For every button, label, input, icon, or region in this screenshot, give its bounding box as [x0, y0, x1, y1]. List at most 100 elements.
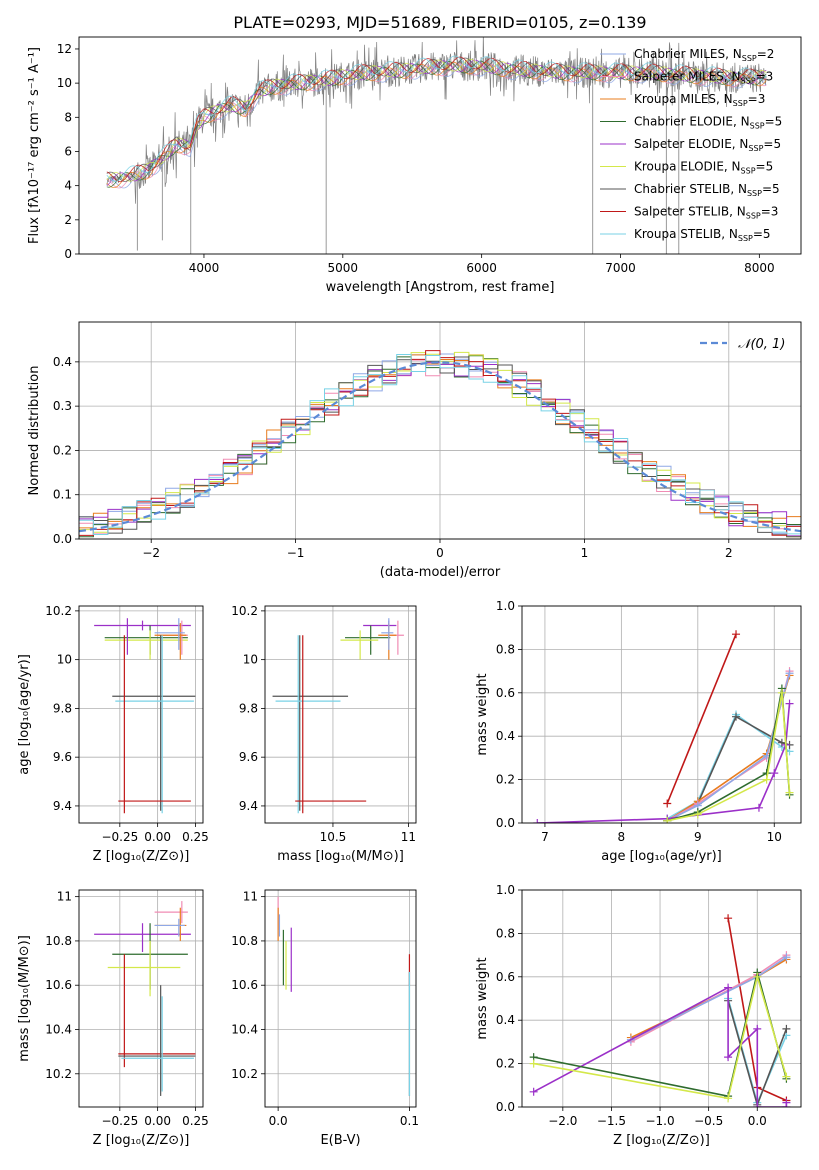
y-tick-label: 0.1: [53, 488, 72, 502]
x-tick-label: 4000: [189, 261, 220, 275]
axes-age_vs_Z: −0.25 0.00 0.25 9.4 9.6 9.8 10 10.2 Z [log₁₀(Z/Z…: [17, 604, 209, 864]
x-tick-label: 0.25: [182, 830, 209, 844]
plot-area-weight_vs_age: [533, 630, 794, 823]
x-tick-label: −1.5: [597, 1114, 626, 1128]
y-tick-label: 0.6: [496, 686, 515, 700]
x-tick-label: −1.0: [645, 1114, 674, 1128]
y-tick-label: 0.0: [53, 532, 72, 546]
plot-area-mass_vs_Z: [94, 901, 196, 1096]
y-tick-label: 9.4: [239, 799, 258, 813]
axes-weight_vs_age: 7 8 9 10 0.0 0.2 0.4 0.6 0.8 1.0 age [log₁₀(age/yr…: [475, 599, 802, 864]
y-tick-label: 0.8: [496, 642, 515, 656]
y-tick-label: 0.0: [496, 816, 515, 830]
y-tick-label: 10.2: [231, 1067, 258, 1081]
y-tick-label: 8: [64, 110, 72, 124]
legend-label: Salpeter STELIB, NSSP=3: [634, 205, 778, 221]
y-tick-label: 10.4: [231, 1023, 258, 1037]
weight-marker: [785, 669, 794, 678]
y-tick-label: 2: [64, 213, 72, 227]
axes-frame: [264, 889, 417, 1108]
y-tick-label: 0.2: [53, 443, 72, 457]
x-tick-label: 8: [618, 830, 626, 844]
gaussian-curve: [79, 361, 801, 533]
weight-marker: [753, 1103, 762, 1107]
weight-marker: [529, 1087, 538, 1096]
y-tick-label: 0.2: [496, 773, 515, 787]
weight-marker: [782, 1098, 791, 1107]
weight-marker: [753, 972, 762, 981]
weight-marker: [724, 1053, 733, 1062]
axes-frame: [78, 36, 802, 255]
weight-marker: [785, 788, 794, 797]
x-tick-label: 0: [436, 546, 444, 560]
weight-marker: [732, 630, 741, 639]
x-axis-label: mass [log₁₀(M/M⊙)]: [277, 849, 404, 864]
axes-frame: [78, 605, 204, 824]
plot-area-mass_vs_ebv: [277, 896, 411, 1096]
model-spectrum-8: [106, 55, 767, 182]
y-tick-label: 9.6: [53, 750, 72, 764]
x-axis-label: Z [log₁₀(Z/Z⊙)]: [93, 1133, 190, 1148]
x-tick-label: 10.5: [320, 830, 347, 844]
y-tick-label: 11: [57, 890, 72, 904]
weight-marker: [724, 1094, 733, 1103]
weight-marker: [533, 819, 542, 823]
x-axis-label: wavelength [Angstrom, rest frame]: [326, 280, 555, 295]
plot-area-age_vs_mass: [272, 618, 404, 814]
weight-marker: [785, 699, 794, 708]
axes-weight_vs_Z: −2.0 −1.5 −1.0 −0.5 0.0 0.0 0.2 0.4 0.6 0.8 1.0 Z […: [475, 883, 802, 1148]
x-axis-label: Z [log₁₀(Z/Z⊙)]: [93, 849, 190, 864]
y-axis-label: age [log₁₀(age/yr)]: [17, 654, 32, 775]
axes-residual_hist: −2 −1 0 1 2 0.0 0.1 0.2 0.3 0.4 (data-model)/error…: [27, 321, 802, 580]
y-tick-label: 10.8: [45, 934, 72, 948]
weight-line-6: [537, 703, 791, 823]
weight-marker: [753, 1024, 762, 1033]
y-tick-label: 10.2: [45, 604, 72, 618]
x-tick-label: 0.25: [182, 1114, 209, 1128]
axes-frame: [521, 605, 802, 824]
weight-marker: [782, 953, 791, 962]
legend-label: Salpeter MILES, NSSP=3: [634, 70, 773, 86]
y-axis-label: mass weight: [475, 957, 490, 1039]
weight-line-8: [533, 973, 788, 1100]
y-tick-label: 9.8: [53, 701, 72, 715]
weight-marker: [782, 1072, 791, 1081]
y-tick-label: 9.6: [239, 750, 258, 764]
y-axis-label: mass weight: [475, 673, 490, 755]
weight-marker: [693, 810, 702, 819]
y-tick-label: 0.4: [496, 1013, 515, 1027]
model-spectrum-7: [106, 56, 767, 183]
weight-marker: [770, 769, 779, 778]
axes-frame: [521, 889, 802, 1108]
x-tick-label: 0.0: [269, 1114, 288, 1128]
legend-label: Chabrier STELIB, NSSP=5: [634, 182, 780, 198]
model-spectrum-2: [106, 61, 767, 189]
weight-marker: [724, 983, 733, 992]
plots: 4000 5000 6000 7000 8000024681012wavelength …: [17, 36, 802, 1148]
weight-line-0: [666, 633, 737, 804]
y-tick-label: 10: [57, 653, 72, 667]
y-axis-label: Normed distribution: [27, 366, 42, 496]
y-tick-label: 10.6: [45, 978, 72, 992]
plot-area-age_vs_Z: [94, 618, 196, 814]
y-tick-label: 12: [57, 42, 72, 56]
y-tick-label: 4: [64, 179, 72, 193]
weight-marker: [724, 914, 733, 923]
axes-age_vs_mass: 10.5 11 9.4 9.6 9.8 10 10.2 mass [log₁₀(M/M⊙)]: [231, 604, 417, 864]
x-tick-label: 0.0: [748, 1114, 767, 1128]
axes-frame: [264, 605, 417, 824]
x-axis-label: E(B-V): [320, 1133, 360, 1148]
legend-label: Kroupa STELIB, NSSP=5: [634, 227, 771, 243]
x-axis-label: age [log₁₀(age/yr)]: [601, 849, 722, 864]
legend-label: Chabrier MILES, NSSP=2: [634, 47, 774, 63]
y-tick-label: 9.4: [53, 799, 72, 813]
y-tick-label: 10.6: [231, 978, 258, 992]
x-tick-label: 0.00: [144, 830, 171, 844]
y-tick-label: 9.8: [239, 701, 258, 715]
y-tick-label: 11: [243, 890, 258, 904]
y-tick-label: 6: [64, 144, 72, 158]
model-spectrum-3: [106, 60, 767, 188]
x-tick-label: 6000: [466, 261, 497, 275]
y-tick-label: 0.3: [53, 399, 72, 413]
x-tick-label: 8000: [744, 261, 775, 275]
